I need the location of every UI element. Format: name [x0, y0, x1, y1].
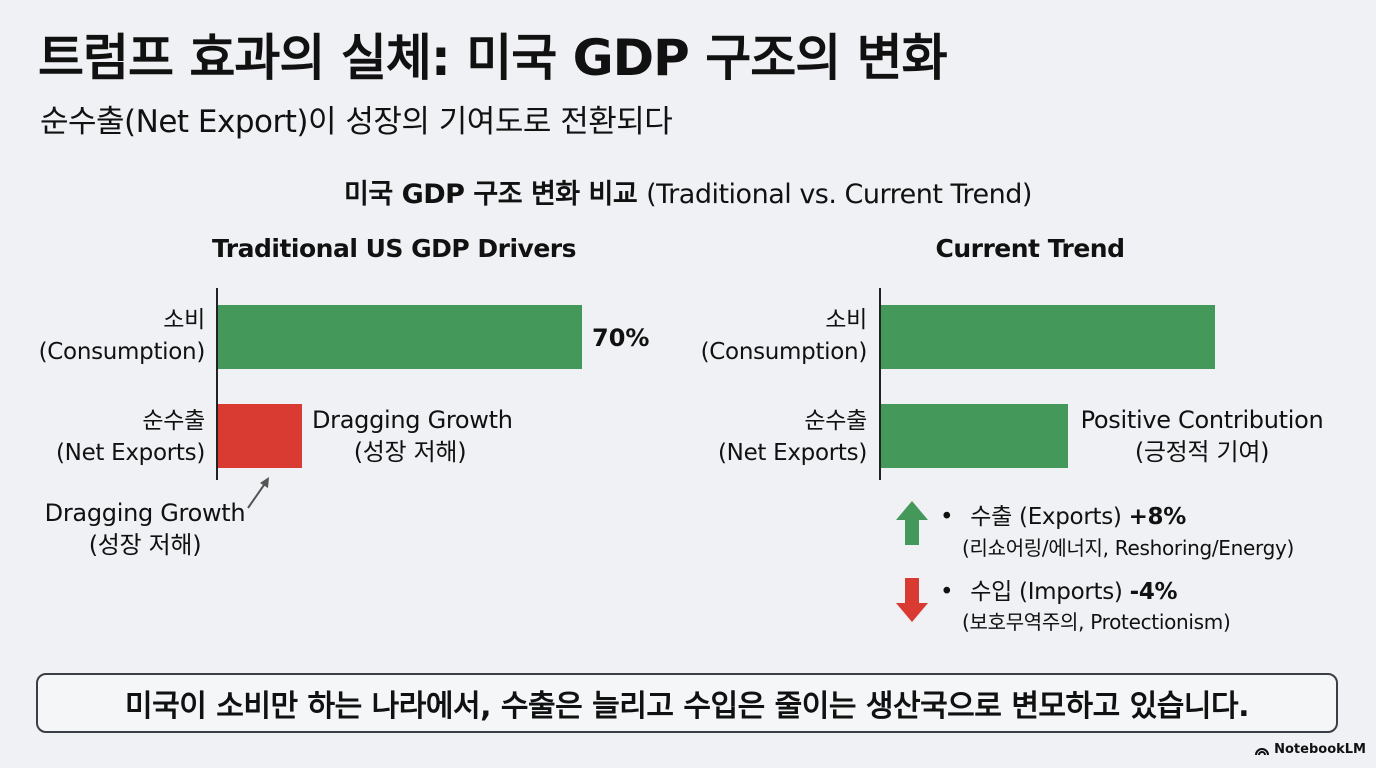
right-category-consumption-line1: 소비 [825, 307, 867, 333]
right-bar-net-exports [881, 404, 1068, 468]
left-bar-annotation-line2: (성장 저해) [353, 438, 467, 466]
exports-bullet: • [940, 504, 954, 530]
right-category-net-exports-line2: (Net Exports) [717, 440, 867, 466]
right-bar-annotation: Positive Contribution (긍정적 기여) [1078, 404, 1326, 468]
exports-label: 수출 (Exports) [970, 504, 1122, 530]
chart-title-english: (Traditional vs. Current Trend) [646, 179, 1032, 210]
up-arrow-icon [896, 501, 928, 545]
right-bar-annotation-line2: (긍정적 기여) [1134, 438, 1270, 466]
exports-note: • 수출 (Exports) +8% [940, 497, 1186, 531]
imports-value: -4% [1129, 579, 1178, 605]
notebooklm-logo-icon [1255, 747, 1270, 755]
down-arrow-icon [896, 578, 928, 622]
imports-bullet: • [940, 579, 954, 605]
left-bar-annotation: Dragging Growth (성장 저해) [312, 404, 513, 468]
left-category-net-exports-line1: 순수출 [142, 408, 205, 434]
left-category-consumption: 소비 (Consumption) [0, 304, 206, 368]
left-category-consumption-line1: 소비 [163, 307, 205, 333]
right-category-net-exports: 순수출 (Net Exports) [600, 405, 867, 469]
right-bar-consumption [881, 305, 1215, 369]
chart-title: 미국 GDP 구조 변화 비교 (Traditional vs. Current… [0, 172, 1376, 211]
left-bar-annotation-line1: Dragging Growth [312, 406, 513, 434]
left-below-annotation: Dragging Growth (성장 저해) [44, 497, 246, 561]
imports-label: 수입 (Imports) [970, 579, 1123, 605]
left-category-net-exports: 순수출 (Net Exports) [0, 405, 205, 469]
left-category-consumption-line2: (Consumption) [38, 339, 206, 365]
left-bar-consumption [218, 305, 582, 369]
left-category-net-exports-line2: (Net Exports) [55, 440, 205, 466]
exports-detail: (리쇼어링/에너지, Reshoring/Energy) [962, 536, 1295, 560]
brand-text: NotebookLM [1274, 742, 1366, 757]
right-axis [879, 288, 881, 480]
page-title: 트럼프 효과의 실체: 미국 GDP 구조의 변화 [38, 29, 948, 87]
right-bar-annotation-line1: Positive Contribution [1080, 406, 1324, 434]
conclusion-banner: 미국이 소비만 하는 나라에서, 수출은 늘리고 수입은 줄이는 생산국으로 변… [36, 673, 1338, 733]
annotation-arrow-icon [247, 477, 269, 509]
left-bar-net-exports [218, 404, 302, 468]
left-panel-title: Traditional US GDP Drivers [211, 234, 577, 263]
imports-note: • 수입 (Imports) -4% [940, 572, 1178, 606]
chart-title-korean: 미국 GDP 구조 변화 비교 [344, 179, 638, 210]
imports-detail: (보호무역주의, Protectionism) [962, 610, 1231, 634]
right-category-consumption-line2: (Consumption) [700, 339, 868, 365]
right-category-consumption: 소비 (Consumption) [600, 304, 868, 368]
right-panel-title: Current Trend [935, 234, 1126, 263]
exports-value: +8% [1128, 504, 1187, 530]
brand-mark: NotebookLM [1254, 742, 1366, 757]
left-below-annotation-line2: (성장 저해) [88, 531, 202, 559]
left-value-label-consumption: 70% [592, 324, 650, 352]
left-axis [216, 288, 218, 480]
page-subtitle: 순수출(Net Export)이 성장의 기여도로 전환되다 [40, 104, 673, 140]
right-category-net-exports-line1: 순수출 [804, 408, 867, 434]
left-below-annotation-line1: Dragging Growth [44, 499, 246, 527]
